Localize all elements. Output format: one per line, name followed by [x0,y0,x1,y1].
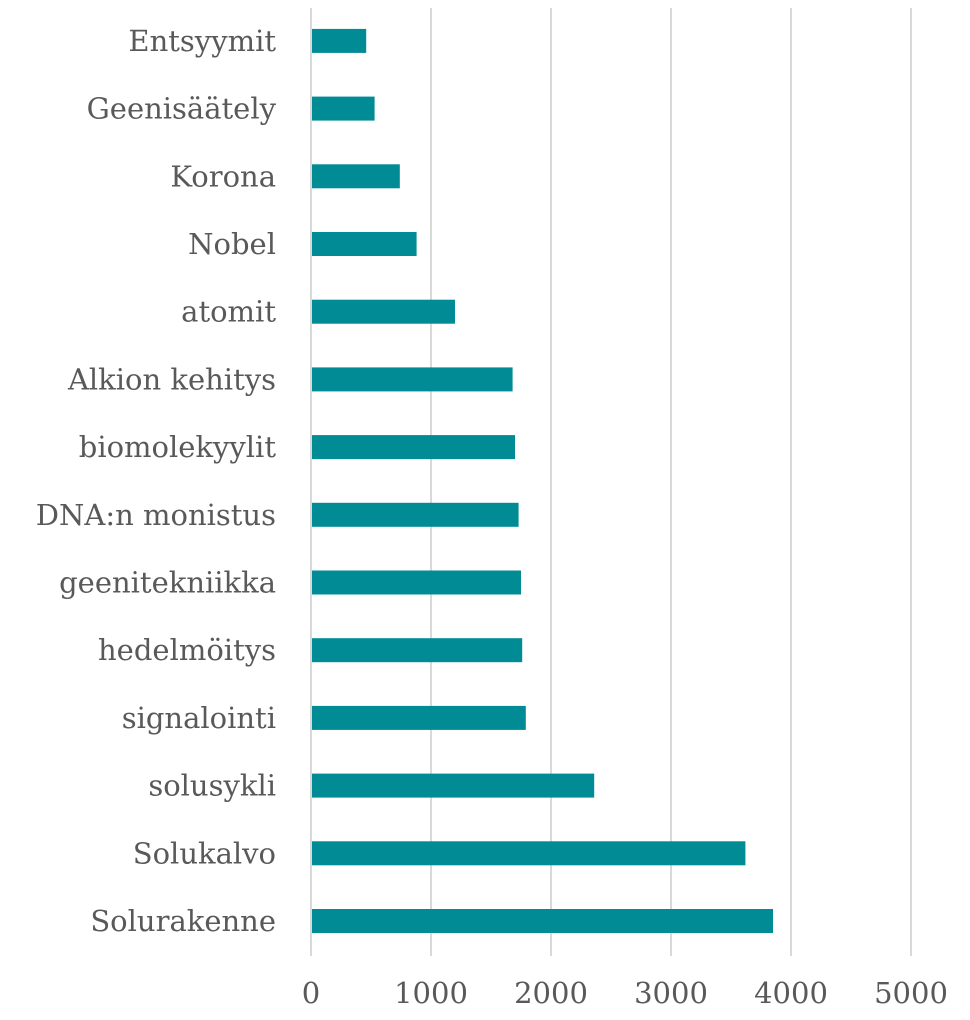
gridlines [310,8,912,956]
category-label: DNA:n monistus [36,498,276,532]
x-tick-label: 0 [302,976,320,1010]
category-label: geenitekniikka [59,566,276,600]
category-label: hedelmöitys [98,633,276,667]
bar-2 [312,773,595,798]
x-tick-label: 3000 [634,976,708,1010]
bar-1 [312,841,746,866]
bar-5 [312,570,521,595]
x-tick-label: 2000 [514,976,588,1010]
bar-3 [312,705,526,730]
bar-7 [312,435,515,460]
category-labels: Solurakenne Solukalvo solusykli signalointi… [36,24,277,938]
category-label: signalointi [122,701,276,735]
category-label: solusykli [148,769,276,803]
x-tick-label: 1000 [394,976,468,1010]
bar-10 [312,232,417,256]
bar-13 [312,28,367,53]
bar-8 [312,367,513,392]
category-label: Nobel [188,227,276,261]
category-label: Alkion kehitys [67,362,276,396]
category-label: Solurakenne [90,904,276,938]
x-tick-label: 5000 [874,976,948,1010]
category-label: Korona [170,159,276,193]
category-label: Solukalvo [133,836,276,870]
bar-6 [312,502,519,527]
bar-11 [312,164,400,189]
x-tick-labels: 0 1000 2000 3000 4000 5000 [302,976,948,1010]
category-label: Geenisäätely [87,92,277,126]
category-label: biomolekyylit [79,430,277,464]
bar-4 [312,638,523,663]
category-label: atomit [181,295,276,329]
x-tick-label: 4000 [754,976,828,1010]
bar-9 [312,299,455,324]
bars [312,28,773,933]
bar-0 [312,909,773,933]
bar-12 [312,96,375,121]
category-label: Entsyymit [128,24,276,58]
